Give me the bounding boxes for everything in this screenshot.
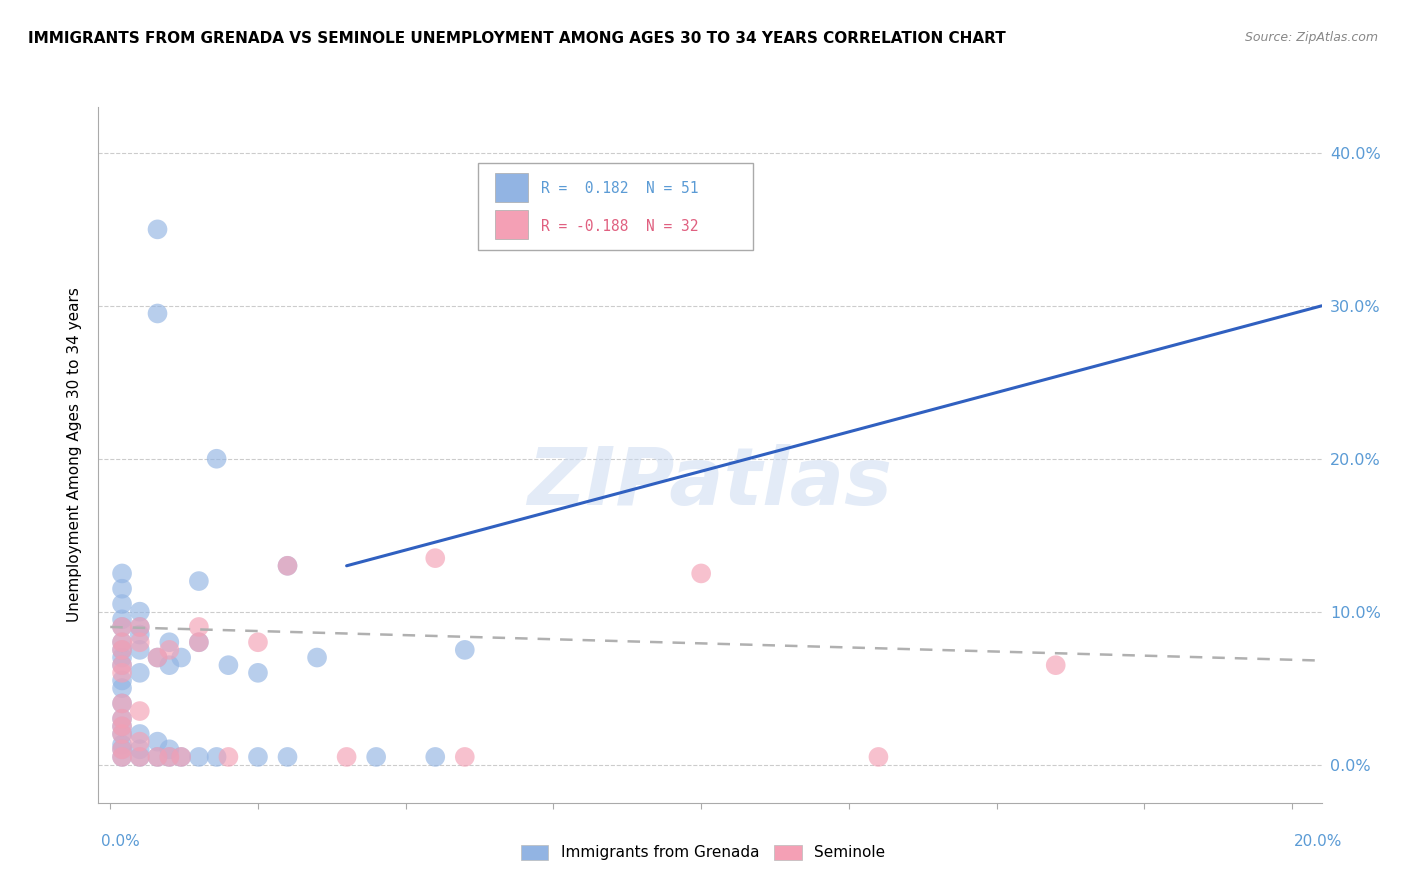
Point <box>111 597 134 611</box>
FancyBboxPatch shape <box>495 172 527 202</box>
Point <box>111 620 134 634</box>
Point <box>128 742 150 756</box>
Point <box>111 712 134 726</box>
Text: 20.0%: 20.0% <box>1295 834 1343 849</box>
Point <box>276 558 298 573</box>
Point <box>111 643 134 657</box>
Point <box>111 697 134 711</box>
Point <box>111 750 134 764</box>
Point <box>246 665 269 680</box>
FancyBboxPatch shape <box>495 211 527 239</box>
Point <box>454 643 477 657</box>
Point <box>217 750 239 764</box>
Point <box>128 643 150 657</box>
Point <box>128 665 150 680</box>
Point <box>205 750 228 764</box>
Point <box>111 673 134 688</box>
Point <box>111 635 134 649</box>
Point <box>128 620 150 634</box>
Point <box>111 658 134 673</box>
Point <box>128 635 150 649</box>
Text: IMMIGRANTS FROM GRENADA VS SEMINOLE UNEMPLOYMENT AMONG AGES 30 TO 34 YEARS CORRE: IMMIGRANTS FROM GRENADA VS SEMINOLE UNEM… <box>28 31 1005 46</box>
Point <box>128 620 150 634</box>
Point <box>111 582 134 596</box>
Point <box>246 635 269 649</box>
Point <box>111 635 134 649</box>
Point <box>425 551 447 566</box>
Point <box>111 658 134 673</box>
Point <box>690 566 713 581</box>
Point <box>425 750 447 764</box>
Point <box>366 750 388 764</box>
Point <box>111 750 134 764</box>
Point <box>128 704 150 718</box>
Point <box>187 635 209 649</box>
Point <box>146 750 169 764</box>
Point <box>128 750 150 764</box>
Point <box>111 612 134 626</box>
Point <box>1045 658 1067 673</box>
Point <box>157 750 180 764</box>
Point <box>111 742 134 756</box>
Point <box>111 650 134 665</box>
Point <box>128 627 150 641</box>
Point <box>187 635 209 649</box>
Text: R =  0.182  N = 51: R = 0.182 N = 51 <box>541 181 699 196</box>
Point <box>157 742 180 756</box>
Y-axis label: Unemployment Among Ages 30 to 34 years: Unemployment Among Ages 30 to 34 years <box>67 287 83 623</box>
Point <box>146 650 169 665</box>
Text: ZIPatlas: ZIPatlas <box>527 443 893 522</box>
Point <box>111 566 134 581</box>
Point <box>111 738 134 752</box>
Point <box>146 750 169 764</box>
Legend: Immigrants from Grenada, Seminole: Immigrants from Grenada, Seminole <box>515 838 891 866</box>
Point <box>276 750 298 764</box>
Text: Source: ZipAtlas.com: Source: ZipAtlas.com <box>1244 31 1378 45</box>
Point <box>111 620 134 634</box>
Point <box>187 620 209 634</box>
Point <box>111 719 134 733</box>
Point <box>157 635 180 649</box>
Point <box>111 742 134 756</box>
Point <box>217 658 239 673</box>
Point <box>157 643 180 657</box>
Point <box>111 681 134 695</box>
Point <box>307 650 329 665</box>
FancyBboxPatch shape <box>478 162 752 250</box>
Point <box>111 727 134 741</box>
Point <box>128 750 150 764</box>
Point <box>170 650 193 665</box>
Point <box>187 750 209 764</box>
Point <box>454 750 477 764</box>
Point <box>128 605 150 619</box>
Point <box>111 712 134 726</box>
Point <box>146 306 169 320</box>
Point <box>157 750 180 764</box>
Point <box>170 750 193 764</box>
Point <box>128 734 150 748</box>
Point <box>868 750 890 764</box>
Point <box>111 697 134 711</box>
Point <box>157 658 180 673</box>
Point <box>111 643 134 657</box>
Point <box>170 750 193 764</box>
Text: R = -0.188  N = 32: R = -0.188 N = 32 <box>541 219 699 234</box>
Point <box>111 719 134 733</box>
Point <box>146 734 169 748</box>
Point <box>111 727 134 741</box>
Point <box>128 727 150 741</box>
Point <box>276 558 298 573</box>
Text: 0.0%: 0.0% <box>101 834 141 849</box>
Point <box>336 750 359 764</box>
Point <box>187 574 209 588</box>
Point <box>205 451 228 466</box>
Point <box>246 750 269 764</box>
Point <box>111 665 134 680</box>
Point <box>146 222 169 236</box>
Point <box>146 650 169 665</box>
